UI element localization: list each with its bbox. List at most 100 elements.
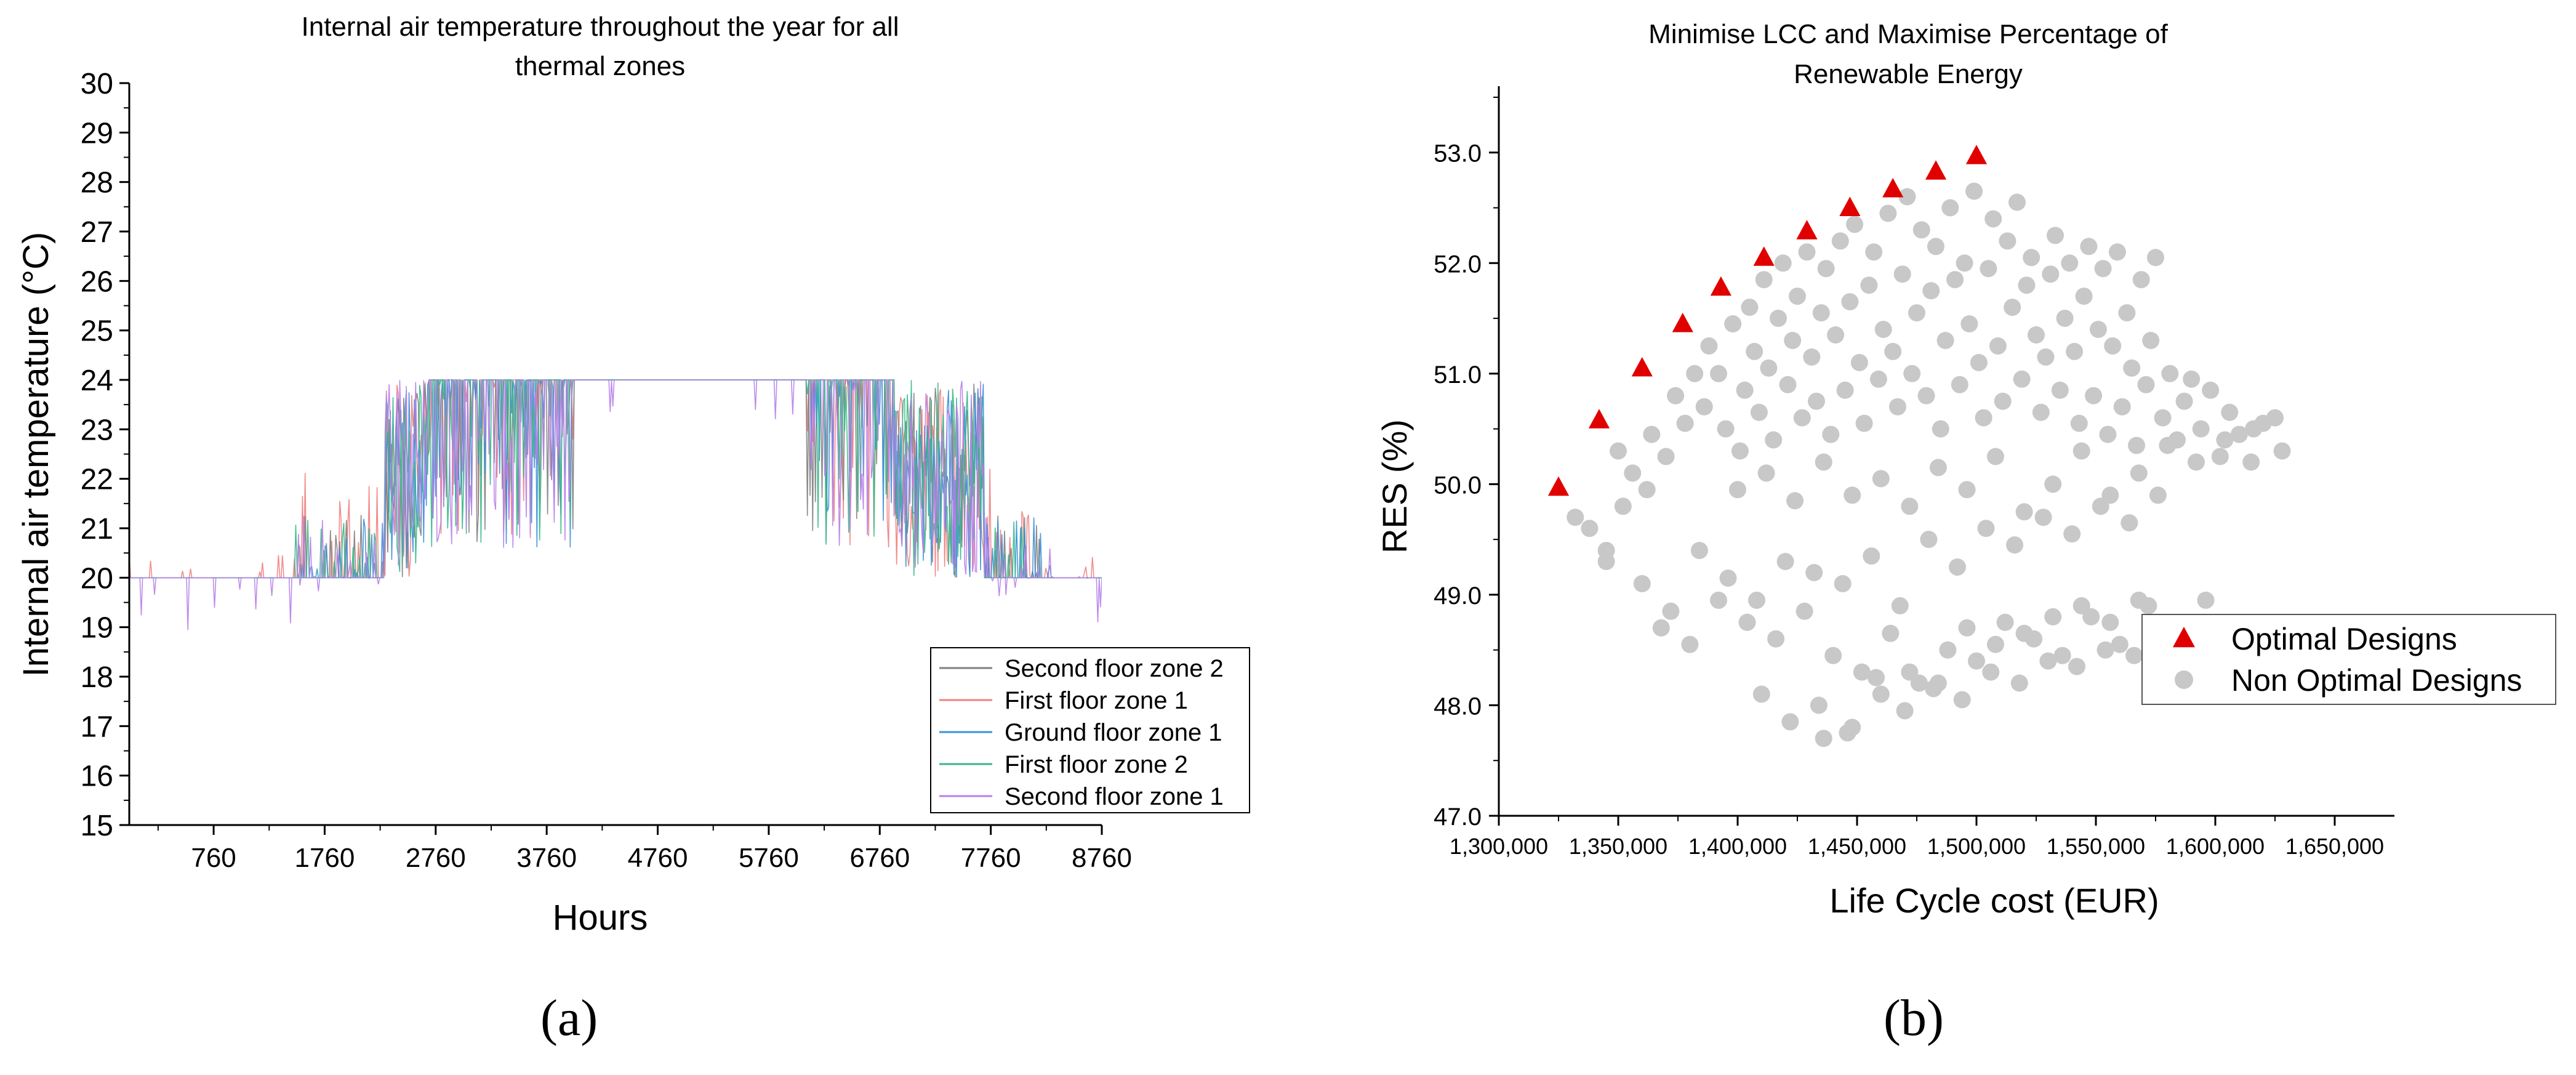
chart-a-y-tick-label: 27: [81, 216, 113, 249]
chart-b-point-optimal: [1882, 177, 1904, 198]
chart-b-point-optimal: [1547, 476, 1570, 496]
chart-b-point-non-optimal: [1741, 299, 1759, 316]
chart-b-point-non-optimal: [1719, 570, 1737, 587]
chart-b-point-non-optimal: [1898, 188, 1916, 206]
chart-b-point-non-optimal: [1936, 332, 1954, 349]
chart-b-point-non-optimal: [1987, 635, 2004, 653]
chart-b-point-non-optimal: [1796, 602, 1813, 620]
chart-a-y-tick-label: 25: [81, 315, 113, 348]
chart-b-point-non-optimal: [1731, 442, 1749, 460]
chart-b-point-non-optimal: [2099, 425, 2117, 443]
chart-b-point-non-optimal: [1908, 304, 1925, 322]
chart-a-plot-area: [129, 379, 1102, 630]
chart-a-ticks: 15 16 17 18 19 20 21 22 23 24 25 26 27 28 29 30 760 1760 2…: [81, 68, 1132, 873]
chart-b-point-non-optimal: [1757, 464, 1775, 482]
chart-b-point-non-optimal: [2063, 525, 2081, 543]
chart-b-point-non-optimal: [1960, 315, 1978, 332]
chart-b-title-line2: Renewable Energy: [1794, 59, 2023, 89]
legend-b-non-optimal-marker: [2175, 670, 2193, 689]
chart-b-point-non-optimal: [1610, 442, 1627, 460]
panel-b-chart: Minimise LCC and Maximise Percentage of …: [1375, 19, 2556, 920]
chart-a-x-tick-label: 5760: [739, 843, 799, 873]
chart-b-point-non-optimal: [1958, 619, 1976, 637]
chart-b-legend: Optimal Designs Non Optimal Designs: [2141, 614, 2556, 705]
chart-b-point-non-optimal: [1953, 691, 1971, 709]
chart-b-point-non-optimal: [1808, 392, 1825, 410]
chart-a-y-tick-label: 26: [81, 265, 113, 298]
chart-b-point-non-optimal: [1755, 271, 1773, 289]
chart-b-point-non-optimal: [1929, 674, 1947, 692]
chart-b-point-non-optimal: [1774, 254, 1792, 272]
chart-b-point-non-optimal: [2094, 260, 2112, 278]
chart-b-point-non-optimal: [1805, 564, 1823, 581]
chart-b-point-non-optimal: [2072, 442, 2090, 460]
chart-b-point-non-optimal: [1872, 685, 1890, 703]
chart-b-point-optimal: [1965, 145, 1988, 164]
chart-b-point-non-optimal: [1965, 182, 1983, 200]
chart-b-point-non-optimal: [1736, 381, 1754, 399]
chart-b-point-non-optimal: [1750, 403, 1768, 421]
chart-b-point-optimal: [1710, 276, 1731, 296]
chart-b-point-non-optimal: [1633, 575, 1651, 592]
chart-b-point-non-optimal: [2101, 486, 2119, 504]
legend-a-label: Ground floor zone 1: [1005, 719, 1222, 746]
chart-b-x-tick-label: 1,400,000: [1688, 834, 1787, 859]
chart-b-point-non-optimal: [1855, 414, 1873, 432]
chart-a-title-line1: Internal air temperature throughout the …: [302, 12, 899, 42]
chart-b-point-non-optimal: [1865, 243, 1883, 261]
chart-b-point-non-optimal: [2034, 509, 2052, 526]
chart-a-x-tick-label: 1760: [294, 843, 355, 873]
chart-b-point-non-optimal: [2242, 453, 2260, 471]
chart-b-axes: [1498, 86, 2394, 817]
chart-b-y-tick-label: 48.0: [1434, 693, 1482, 720]
chart-b-point-non-optimal: [1893, 265, 1911, 283]
chart-b-x-tick-label: 1,450,000: [1808, 834, 1906, 859]
chart-b-point-non-optimal: [1817, 260, 1835, 278]
chart-b-point-non-optimal: [2188, 453, 2205, 471]
chart-b-point-non-optimal: [1748, 591, 1765, 609]
chart-b-point-non-optimal: [1770, 310, 1787, 327]
legend-b-label: Non Optimal Designs: [2231, 663, 2522, 698]
chart-b-point-non-optimal: [1984, 210, 2002, 228]
chart-b-point-non-optimal: [1920, 531, 1938, 549]
chart-a-y-tick-label: 30: [81, 68, 113, 100]
chart-b-point-non-optimal: [1643, 425, 1661, 443]
chart-b-point-non-optimal: [2044, 475, 2062, 493]
chart-b-x-tick-label: 1,600,000: [2166, 834, 2265, 859]
chart-b-point-non-optimal: [1884, 342, 1902, 360]
chart-a-x-tick-label: 2760: [406, 843, 466, 873]
chart-b-point-non-optimal: [1872, 470, 1890, 488]
chart-b-point-non-optimal: [1810, 696, 1828, 714]
chart-b-point-non-optimal: [2039, 652, 2057, 670]
chart-b-point-optimal: [1631, 356, 1653, 377]
chart-b-point-non-optimal: [2028, 326, 2045, 344]
chart-b-point-non-optimal: [1896, 702, 1914, 720]
chart-b-point-non-optimal: [1690, 542, 1708, 560]
chart-b-point-non-optimal: [1946, 271, 1964, 289]
chart-b-point-non-optimal: [1982, 663, 2000, 681]
chart-b-point-non-optimal: [1836, 381, 1854, 399]
chart-b-point-non-optimal: [1901, 497, 1919, 515]
chart-b-point-non-optimal: [2051, 381, 2069, 399]
chart-b-point-non-optimal: [1657, 448, 1675, 465]
panel-a-chart: Internal air temperature throughout the …: [16, 12, 1250, 938]
chart-b-point-non-optimal: [2123, 359, 2141, 377]
chart-b-y-tick-label: 53.0: [1434, 140, 1482, 167]
chart-b-point-non-optimal: [1767, 630, 1785, 648]
chart-b-point-non-optimal: [2130, 591, 2148, 609]
chart-b-point-non-optimal: [1803, 348, 1821, 366]
chart-b-point-non-optimal: [1879, 204, 1897, 222]
chart-a-y-tick-label: 29: [81, 117, 113, 150]
chart-b-point-non-optimal: [1868, 669, 1885, 686]
chart-b-point-non-optimal: [2192, 420, 2210, 438]
chart-b-point-non-optimal: [1977, 520, 1995, 538]
chart-b-point-non-optimal: [1850, 353, 1868, 371]
panel-b-label: (b): [1884, 989, 1944, 1047]
chart-b-point-non-optimal: [2111, 635, 2129, 653]
chart-b-title-line1: Minimise LCC and Maximise Percentage of: [1648, 19, 2168, 49]
chart-b-point-non-optimal: [2221, 403, 2239, 421]
chart-b-point-non-optimal: [1638, 481, 1656, 499]
chart-b-point-non-optimal: [2128, 437, 2145, 454]
chart-b-point-non-optimal: [2037, 348, 2055, 366]
